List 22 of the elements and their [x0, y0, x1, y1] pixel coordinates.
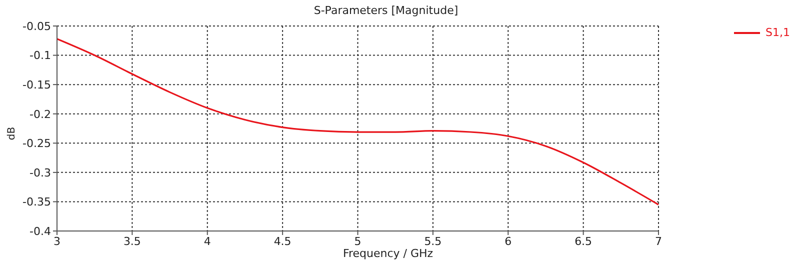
x-tick-label: 4	[204, 234, 211, 248]
y-tick-label: -0.2	[30, 108, 51, 121]
y-tick-label: -0.35	[22, 196, 51, 209]
x-tick-label: 3.5	[123, 234, 141, 248]
x-tick-label: 4.5	[274, 234, 292, 248]
line-series	[57, 38, 659, 206]
x-tick-label: 5	[354, 234, 362, 248]
chart-title: S-Parameters [Magnitude]	[312, 4, 460, 17]
y-tick-label: -0.3	[30, 166, 51, 180]
x-tick-label: 3	[54, 234, 60, 248]
y-axis-title: dB	[6, 126, 18, 142]
x-tick-label: 6	[504, 234, 512, 248]
legend-label: S1,1	[766, 26, 790, 39]
y-tick-label: -0.15	[22, 78, 51, 92]
y-tick-label: -0.1	[30, 49, 51, 62]
x-tick-label: 6.5	[574, 234, 592, 248]
y-tick-label: -0.4	[30, 224, 51, 238]
x-tick-label: 5.5	[424, 234, 442, 248]
y-tick-label: -0.05	[22, 20, 51, 33]
x-tick-label: 7	[655, 234, 662, 248]
y-tick-label: -0.25	[22, 137, 51, 150]
x-axis-title: Frequency / GHz	[342, 247, 434, 260]
